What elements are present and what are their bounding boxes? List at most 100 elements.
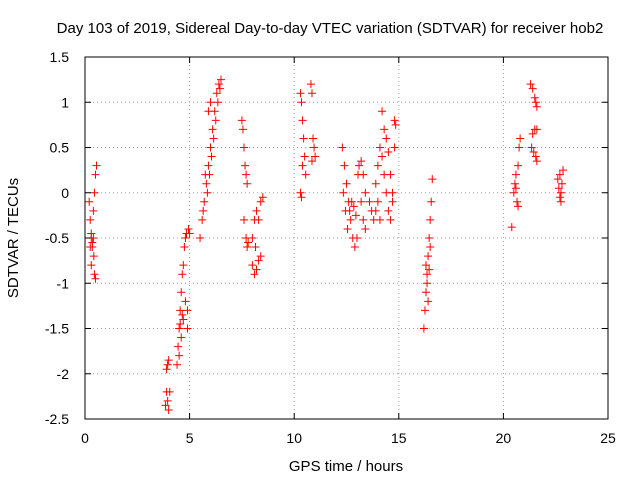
data-point bbox=[420, 306, 429, 315]
data-point bbox=[345, 206, 354, 215]
data-point bbox=[352, 234, 361, 242]
data-point bbox=[198, 215, 207, 224]
series-arc-10.5h bbox=[296, 80, 320, 202]
data-point bbox=[180, 243, 189, 252]
data-point bbox=[256, 197, 265, 206]
data-point bbox=[424, 252, 433, 261]
data-point bbox=[244, 238, 253, 247]
data-point bbox=[516, 134, 525, 143]
data-point bbox=[511, 170, 520, 179]
data-point bbox=[181, 297, 190, 306]
data-point bbox=[242, 170, 251, 179]
data-point bbox=[423, 279, 432, 288]
data-point bbox=[390, 143, 399, 152]
data-point bbox=[258, 193, 267, 202]
data-point bbox=[162, 365, 171, 374]
data-point bbox=[373, 161, 382, 170]
data-point bbox=[206, 143, 215, 152]
data-point bbox=[355, 161, 364, 170]
data-point bbox=[340, 161, 349, 170]
data-point bbox=[254, 215, 263, 224]
data-point bbox=[215, 84, 224, 93]
x-tick-label: 15 bbox=[391, 430, 407, 446]
data-point bbox=[531, 152, 540, 161]
data-point bbox=[164, 356, 173, 365]
data-point bbox=[178, 270, 187, 279]
data-point bbox=[250, 270, 259, 279]
plot-background bbox=[85, 57, 608, 419]
data-point bbox=[530, 93, 539, 102]
data-point bbox=[298, 161, 307, 170]
data-point bbox=[204, 161, 213, 170]
data-point bbox=[557, 179, 566, 188]
data-point bbox=[252, 206, 261, 215]
series-arc-20.5h bbox=[507, 134, 525, 232]
data-point bbox=[214, 80, 223, 89]
data-point bbox=[529, 148, 538, 157]
data-point bbox=[532, 125, 541, 134]
data-point bbox=[425, 265, 434, 274]
series-arc-22.7h bbox=[553, 166, 568, 206]
chart-title: Day 103 of 2019, Sidereal Day-to-day VTE… bbox=[57, 20, 604, 37]
series-arc-16.5h bbox=[419, 175, 437, 333]
series-arc-14h bbox=[365, 107, 400, 224]
data-point bbox=[311, 152, 320, 161]
data-point bbox=[386, 170, 395, 179]
data-point bbox=[426, 215, 435, 224]
data-point bbox=[526, 80, 535, 89]
data-point bbox=[424, 297, 433, 306]
data-point bbox=[163, 360, 172, 369]
data-point bbox=[384, 206, 393, 215]
data-point bbox=[183, 306, 192, 315]
data-point bbox=[532, 157, 541, 166]
data-point bbox=[243, 243, 252, 252]
data-point bbox=[184, 224, 193, 233]
series-arc-8h bbox=[248, 193, 267, 279]
data-point bbox=[86, 243, 95, 252]
data-point bbox=[346, 215, 355, 224]
data-point bbox=[212, 89, 221, 98]
data-point bbox=[553, 175, 562, 184]
data-point bbox=[209, 134, 218, 143]
data-point bbox=[174, 342, 183, 351]
data-point bbox=[359, 215, 368, 224]
data-point bbox=[361, 188, 370, 197]
data-point bbox=[299, 134, 308, 143]
data-point bbox=[339, 188, 348, 197]
data-point bbox=[176, 319, 185, 328]
data-point bbox=[213, 98, 222, 107]
data-point bbox=[421, 288, 430, 297]
data-point bbox=[554, 184, 563, 193]
data-point bbox=[514, 202, 523, 211]
data-point bbox=[357, 157, 366, 166]
x-tick-label: 0 bbox=[81, 430, 89, 446]
data-point bbox=[216, 75, 225, 84]
data-point bbox=[421, 261, 430, 270]
data-point bbox=[177, 333, 186, 342]
data-point bbox=[361, 224, 370, 233]
data-point bbox=[426, 243, 435, 252]
series-arc-6h bbox=[196, 75, 225, 242]
data-point bbox=[200, 197, 209, 206]
data-point bbox=[89, 206, 98, 215]
data-point bbox=[375, 215, 384, 224]
data-point bbox=[380, 125, 389, 134]
data-point bbox=[211, 116, 220, 125]
data-point bbox=[555, 193, 564, 202]
data-point bbox=[309, 134, 318, 143]
data-point bbox=[556, 197, 565, 206]
data-point bbox=[241, 161, 250, 170]
data-point bbox=[357, 197, 366, 206]
data-point bbox=[384, 148, 393, 157]
data-point bbox=[512, 197, 521, 206]
data-point bbox=[391, 120, 400, 129]
data-point bbox=[90, 188, 99, 197]
data-point bbox=[532, 102, 541, 111]
data-point bbox=[425, 234, 434, 242]
data-point bbox=[175, 351, 184, 360]
data-point bbox=[179, 261, 188, 270]
x-tick-label: 20 bbox=[496, 430, 512, 446]
data-point bbox=[511, 184, 520, 193]
data-point bbox=[350, 243, 359, 252]
